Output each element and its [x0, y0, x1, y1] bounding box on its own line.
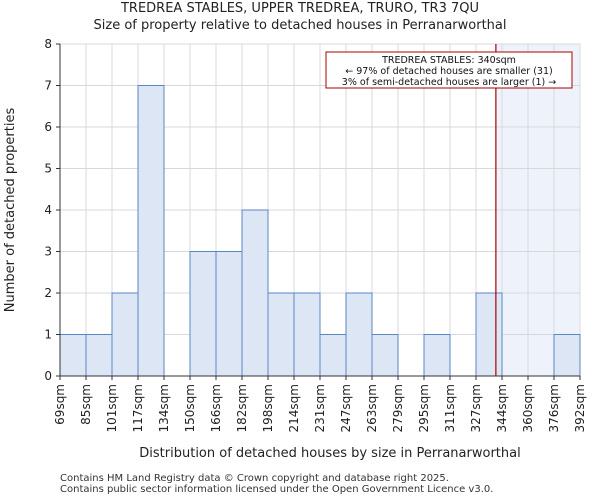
histogram-bar — [215, 251, 243, 377]
histogram-bar — [553, 334, 581, 377]
footer-copyright: Contains HM Land Registry data © Crown c… — [60, 473, 449, 484]
histogram-bar — [345, 292, 373, 377]
histogram-bar — [293, 292, 321, 377]
histogram-bar — [85, 334, 113, 377]
histogram-bar — [111, 292, 139, 377]
x-tick-label: 392sqm — [573, 384, 587, 432]
annotation-line: 3% of semi-detached houses are larger (1… — [342, 77, 556, 88]
x-tick-label: 214sqm — [287, 384, 301, 432]
x-tick-label: 134sqm — [157, 384, 171, 432]
histogram-bar — [267, 292, 295, 377]
x-tick-label: 295sqm — [417, 384, 431, 432]
x-tick-label: 69sqm — [53, 384, 67, 425]
x-tick-label: 231sqm — [313, 384, 327, 432]
footer-licence: Contains public sector information licen… — [60, 484, 494, 495]
histogram-bar — [137, 85, 165, 377]
histogram-bar — [371, 334, 399, 377]
x-tick-label: 279sqm — [391, 384, 405, 432]
histogram-bar — [475, 292, 503, 377]
x-tick-label: 166sqm — [209, 384, 223, 432]
x-tick-label: 376sqm — [547, 384, 561, 432]
x-axis-label: Distribution of detached houses by size … — [139, 446, 520, 461]
histogram-bar — [241, 209, 269, 377]
chart-subtitle: Size of property relative to detached ho… — [93, 18, 507, 33]
y-tick-label: 3 — [44, 245, 52, 259]
annotation-box — [325, 51, 573, 89]
x-tick-label: 263sqm — [365, 384, 379, 432]
x-tick-label: 101sqm — [105, 384, 119, 432]
y-tick-label: 7 — [44, 79, 52, 93]
y-tick-label: 8 — [44, 37, 52, 51]
x-tick-label: 311sqm — [443, 384, 457, 432]
y-tick-label: 5 — [44, 162, 52, 176]
x-tick-label: 247sqm — [339, 384, 353, 432]
histogram-bar — [423, 334, 451, 377]
y-tick-label: 2 — [44, 286, 52, 300]
y-tick-label: 0 — [44, 369, 52, 383]
x-tick-label: 117sqm — [131, 384, 145, 432]
x-tick-label: 150sqm — [183, 384, 197, 432]
x-tick-label: 360sqm — [521, 384, 535, 432]
x-tick-label: 182sqm — [235, 384, 249, 432]
y-tick-label: 6 — [44, 120, 52, 134]
x-tick-label: 327sqm — [469, 384, 483, 432]
y-tick-label: 4 — [44, 203, 52, 217]
histogram-bar — [59, 334, 87, 377]
x-tick-label: 344sqm — [495, 384, 509, 432]
x-tick-label: 85sqm — [79, 384, 93, 425]
x-tick-label: 198sqm — [261, 384, 275, 432]
y-tick-label: 1 — [44, 328, 52, 342]
annotation-line: TREDREA STABLES: 340sqm — [381, 55, 516, 66]
histogram-bar — [189, 251, 217, 377]
histogram-bar — [319, 334, 347, 377]
annotation-line: ← 97% of detached houses are smaller (31… — [345, 66, 552, 77]
y-axis-label: Number of detached properties — [3, 108, 18, 313]
chart-title: TREDREA STABLES, UPPER TREDREA, TRURO, T… — [120, 1, 480, 16]
